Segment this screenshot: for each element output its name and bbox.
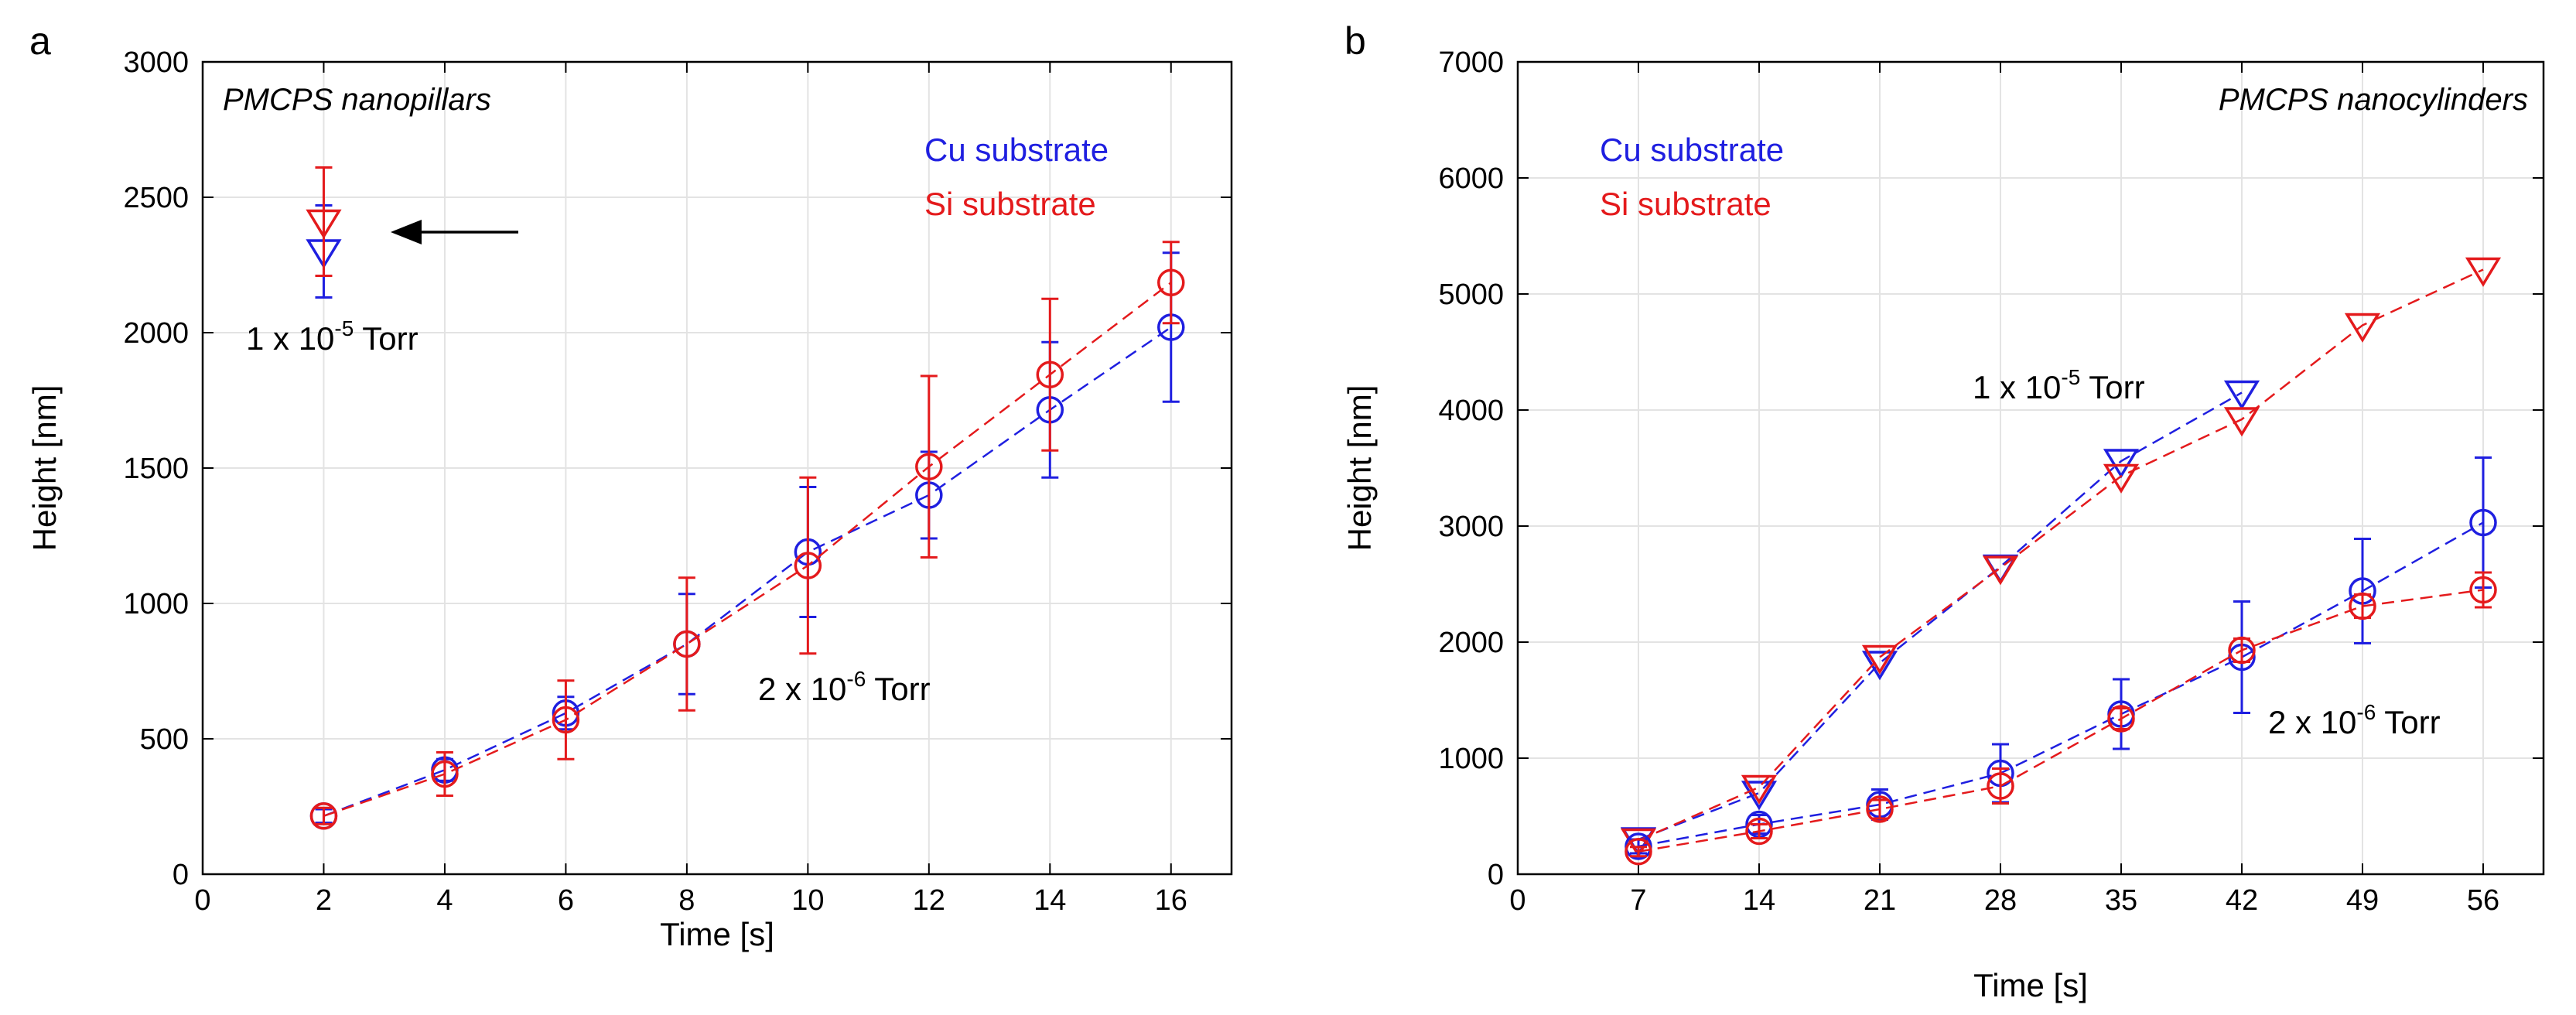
plot-area-b [1518,62,2544,874]
legend-si-b: Si substrate [1600,186,1771,222]
axes-frame-b [1516,60,2545,876]
data-point [1741,774,1778,805]
series-si-1e-5 [1620,257,2502,858]
ticks-b: 0 7 14 21 28 35 42 49 56 0 1000 2000 3000 4000 5000 600… [1438,46,2544,917]
annotation-2e-6-b: 2 x 10-6 Torr [2268,700,2441,740]
annotation-1e-5-b: 1 x 10-5 Torr [1973,365,2145,405]
y-tick-label: 1500 [123,453,189,485]
x-tick-label: 28 [1984,884,2017,917]
data-point [2228,636,2256,665]
y-tick-label: 3000 [1438,511,1504,543]
legend-cu-a: Cu substrate [924,132,1109,168]
x-tick-label: 35 [2105,884,2137,917]
data-point [794,552,822,579]
panel-note-b: PMCPS nanocylinders [2219,83,2528,117]
x-tick-label: 12 [913,884,945,917]
data-point [1745,817,1773,846]
y-tick-label: 6000 [1438,162,1504,195]
data-point [2103,463,2140,494]
y-tick-label: 1000 [1438,743,1504,775]
arrow-a [391,220,518,244]
data-point [2344,313,2381,343]
data-point [2349,592,2376,620]
ticks-a: 0 2 4 6 8 10 12 14 16 0 500 1000 1500 2000 2500 3000 [123,46,1232,917]
series-line [1638,391,2243,841]
legend-cu-b: Cu substrate [1600,132,1784,168]
x-tick-label: 2 [316,884,332,917]
y-tick-label: 0 [173,859,189,891]
data-point [2469,576,2497,604]
data-point [1036,361,1064,388]
data-point [1625,838,1652,866]
y-axis-label-b: Height [nm] [1341,385,1378,552]
y-tick-label: 0 [1488,859,1504,891]
x-tick-label: 7 [1630,884,1646,917]
data-point [2465,257,2502,287]
panel-label-b: b [1344,19,1366,63]
data-point [1157,268,1185,296]
annotation-1e-5-a: 1 x 10-5 Torr [246,316,419,357]
data-point [552,706,580,734]
data-point [1741,781,1778,811]
series-line [1638,268,2484,842]
x-tick-label: 14 [1033,884,1066,917]
axes-frame-a [201,60,1233,876]
series-b [1620,257,2502,866]
series-line [1638,589,2484,853]
data-point [673,630,701,658]
x-tick-label: 16 [1155,884,1187,917]
y-tick-label: 2000 [1438,627,1504,659]
data-point [1866,795,1894,823]
data-point [1861,644,1898,675]
x-tick-label: 56 [2467,884,2499,917]
series-a [306,166,1185,830]
series-line [323,282,1172,817]
data-point [2107,705,2135,733]
x-tick-label: 14 [1743,884,1775,917]
y-tick-label: 4000 [1438,395,1504,427]
y-tick-label: 7000 [1438,46,1504,79]
panel-label-a: a [29,19,51,63]
x-tick-label: 4 [436,884,453,917]
series-si-2e-6 [309,241,1185,830]
series-line [1638,521,2484,848]
x-tick-label: 8 [678,884,695,917]
x-axis-label-b: Time [s] [1973,967,2088,1003]
x-tick-label: 21 [1864,884,1896,917]
y-tick-label: 1000 [123,588,189,620]
x-tick-label: 10 [791,884,824,917]
legend-si-a: Si substrate [924,186,1096,222]
y-tick-label: 2500 [123,182,189,214]
x-tick-label: 0 [194,884,210,917]
data-point [2103,449,2140,479]
data-point [306,209,342,239]
data-point [1987,772,2014,800]
data-point [2223,380,2260,410]
series-si-1e-5 [306,166,342,277]
data-point [2223,407,2260,437]
data-point [2469,508,2497,537]
y-tick-label: 5000 [1438,279,1504,311]
series-si-2e-6 [1625,571,2497,866]
x-tick-label: 42 [2226,884,2258,917]
panel-note-a: PMCPS nanopillars [223,83,491,117]
y-tick-label: 3000 [123,46,189,79]
x-tick-label: 0 [1509,884,1525,917]
annotation-2e-6-a: 2 x 10-6 Torr [758,667,931,707]
data-point [1982,555,2019,586]
data-point [915,453,943,480]
y-tick-label: 2000 [123,317,189,350]
x-tick-label: 6 [558,884,574,917]
y-axis-label-a: Height [nm] [26,385,63,552]
y-tick-label: 500 [140,723,189,756]
x-axis-label-a: Time [s] [660,916,774,952]
data-point [309,802,338,830]
panel-b: 0 7 14 21 28 35 42 49 56 0 1000 2000 3000 4000 5000 600… [1341,19,2545,1003]
x-tick-label: 49 [2346,884,2379,917]
data-point [431,760,459,788]
